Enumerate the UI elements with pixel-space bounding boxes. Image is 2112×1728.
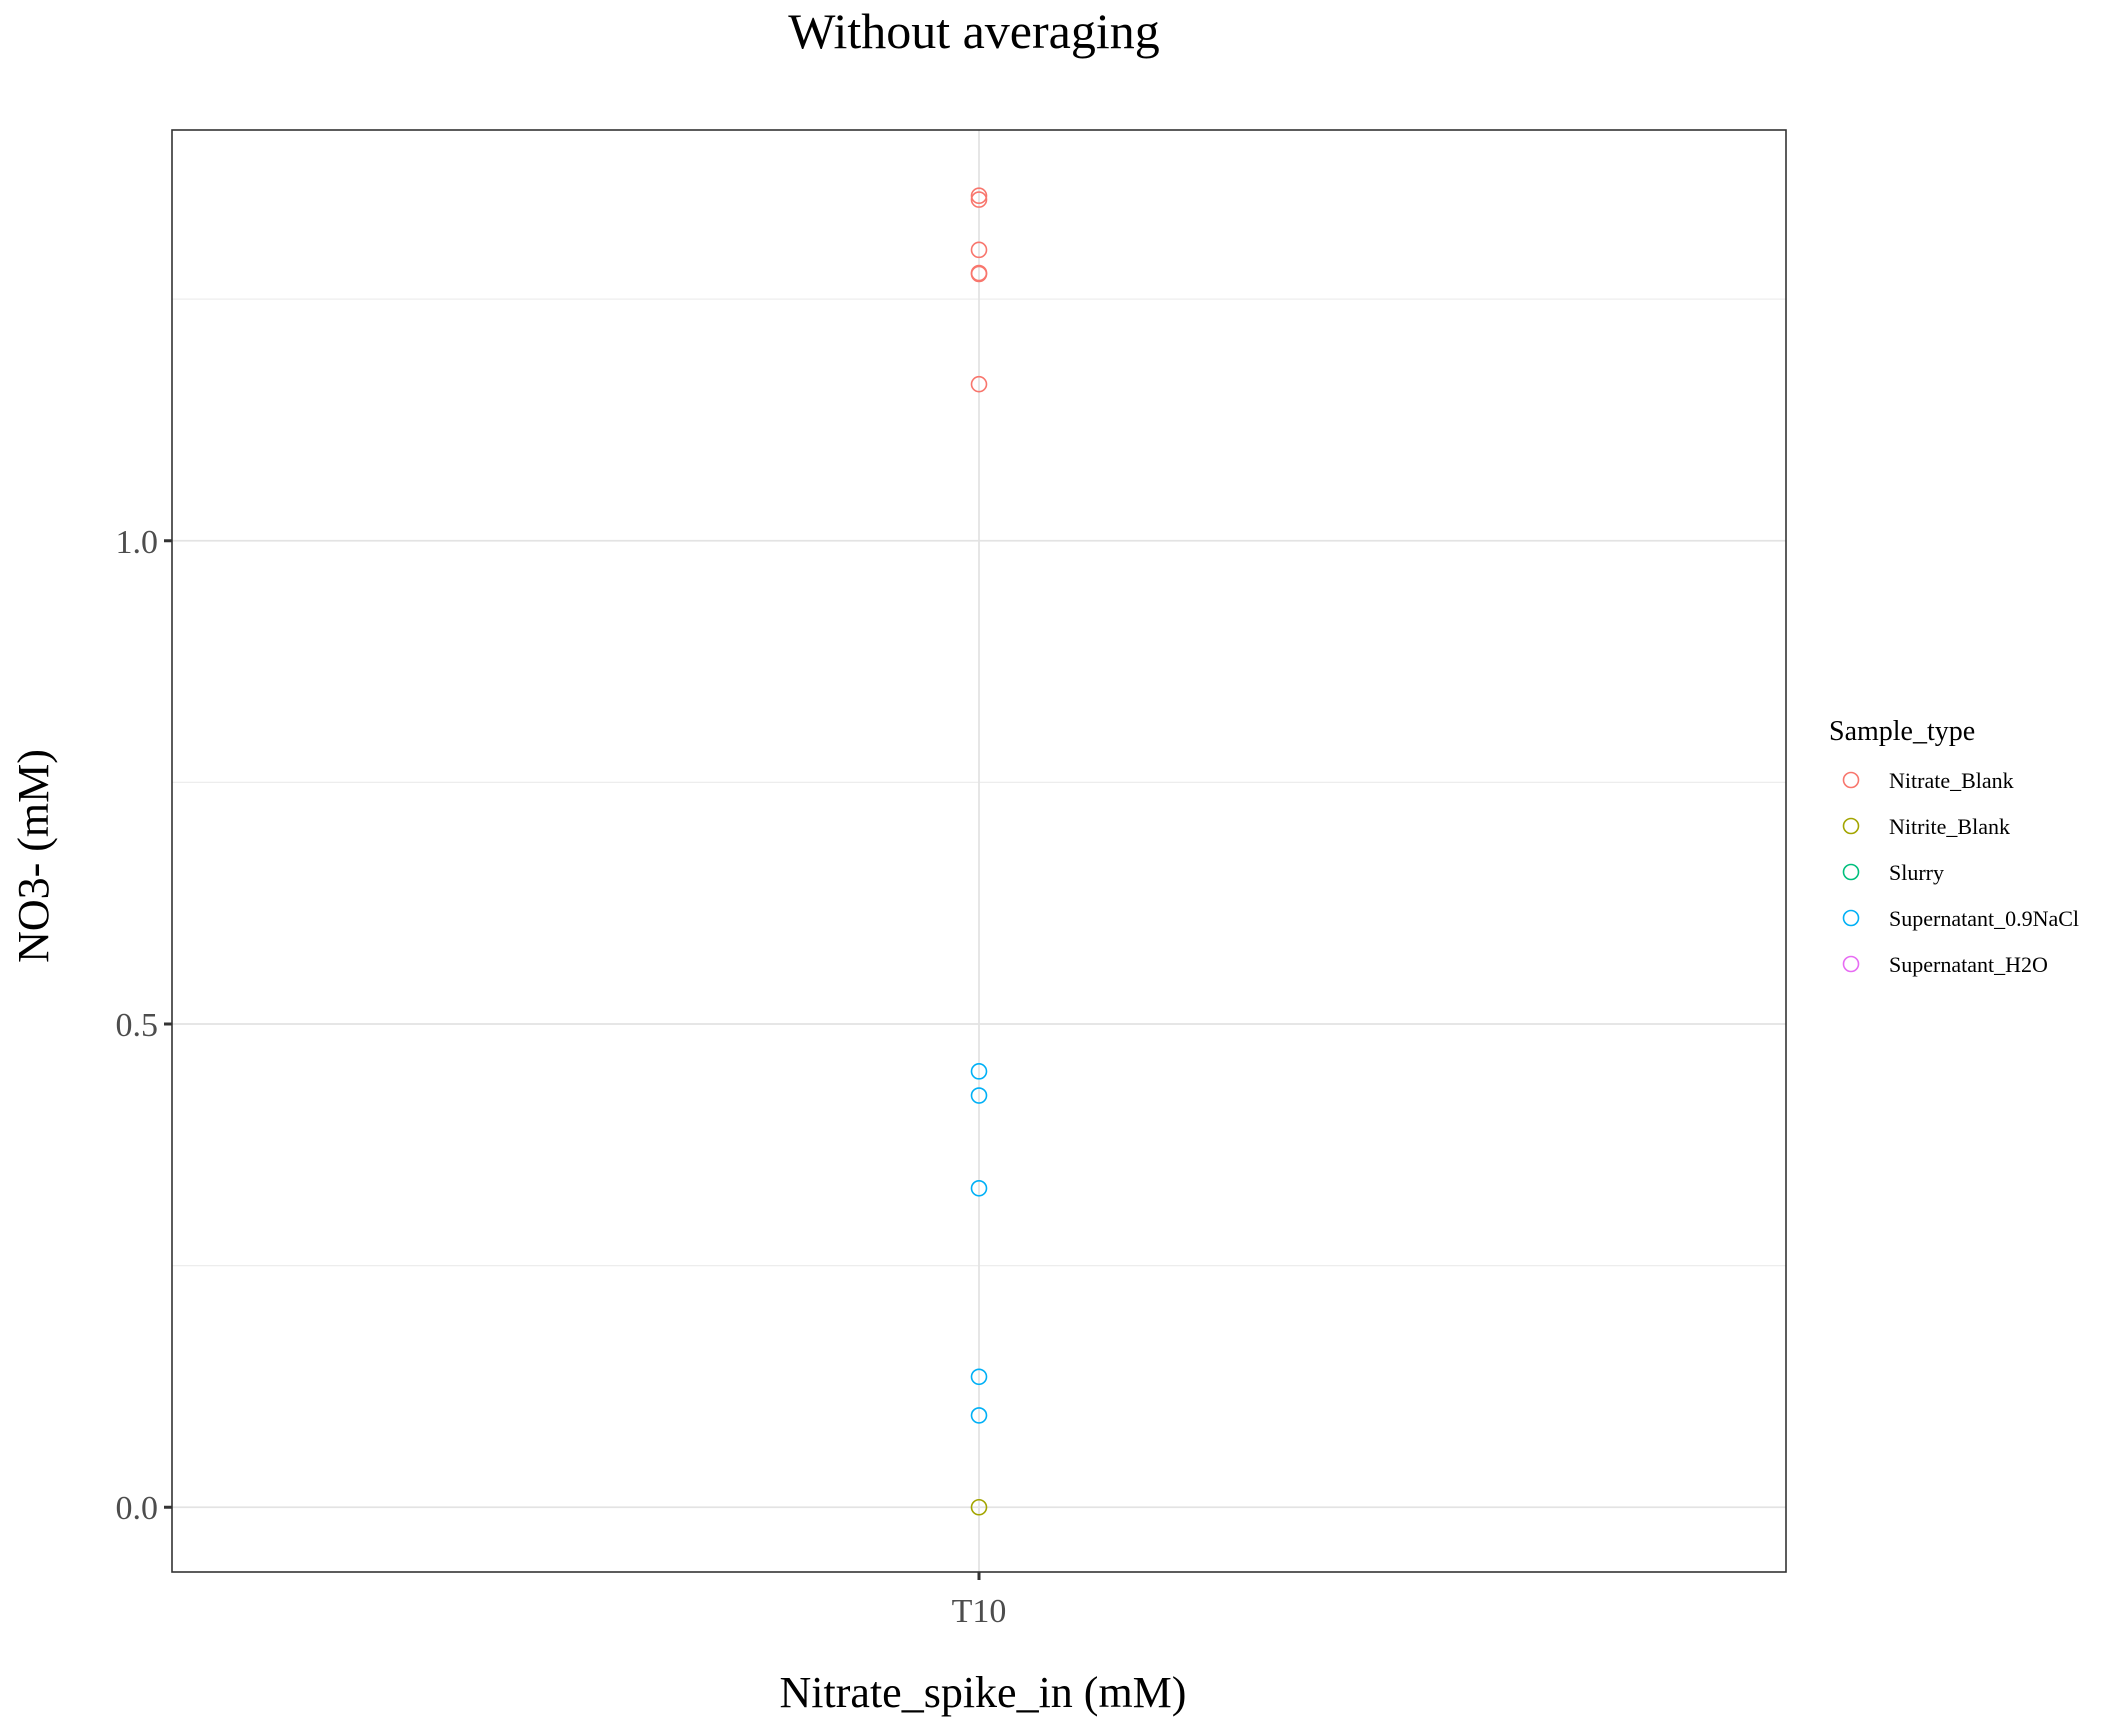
legend-key bbox=[1842, 817, 1860, 835]
legend-label: Slurry bbox=[1889, 860, 1944, 885]
data-point bbox=[970, 1368, 988, 1386]
data-point bbox=[970, 191, 988, 208]
plot-area bbox=[171, 129, 1787, 1573]
x-axis: T10 bbox=[952, 1572, 1007, 1630]
y-tick-label: 0.5 bbox=[116, 1007, 159, 1044]
legend-label: Supernatant_0.9NaCl bbox=[1889, 906, 2079, 931]
data-point bbox=[970, 265, 988, 283]
chart-title: Without averaging bbox=[788, 3, 1159, 59]
legend-key bbox=[1842, 955, 1860, 973]
data-point bbox=[970, 241, 988, 259]
y-axis-title: NO3- (mM) bbox=[9, 749, 58, 963]
grid-layer bbox=[172, 130, 1786, 1572]
legend-label: Nitrite_Blank bbox=[1889, 814, 2010, 839]
legend-title: Sample_type bbox=[1829, 716, 1975, 747]
legend-label: Nitrate_Blank bbox=[1889, 768, 2014, 793]
data-point bbox=[970, 1498, 988, 1516]
data-point bbox=[970, 1087, 988, 1104]
data-point bbox=[970, 1180, 988, 1197]
legend-key bbox=[1842, 909, 1860, 927]
y-axis: 0.0 0.5 1.0 bbox=[116, 524, 172, 1527]
legend-label: Supernatant_H2O bbox=[1889, 952, 2048, 977]
points-layer bbox=[970, 187, 988, 1516]
y-tick-label: 0.0 bbox=[116, 1490, 159, 1527]
data-point bbox=[970, 1407, 988, 1424]
x-axis-title: Nitrate_spike_in (mM) bbox=[780, 1668, 1187, 1717]
data-point bbox=[970, 187, 988, 205]
legend-key bbox=[1842, 771, 1860, 789]
data-point bbox=[970, 1063, 988, 1080]
data-point bbox=[970, 375, 988, 393]
legend: Sample_type Nitrate_Blank Nitrite_Blank Sl… bbox=[1829, 716, 2079, 977]
legend-items: Nitrate_Blank Nitrite_Blank Slurry Supernat… bbox=[1842, 768, 2079, 977]
legend-key bbox=[1842, 863, 1860, 881]
x-tick-label: T10 bbox=[952, 1593, 1007, 1630]
y-tick-label: 1.0 bbox=[116, 524, 159, 561]
